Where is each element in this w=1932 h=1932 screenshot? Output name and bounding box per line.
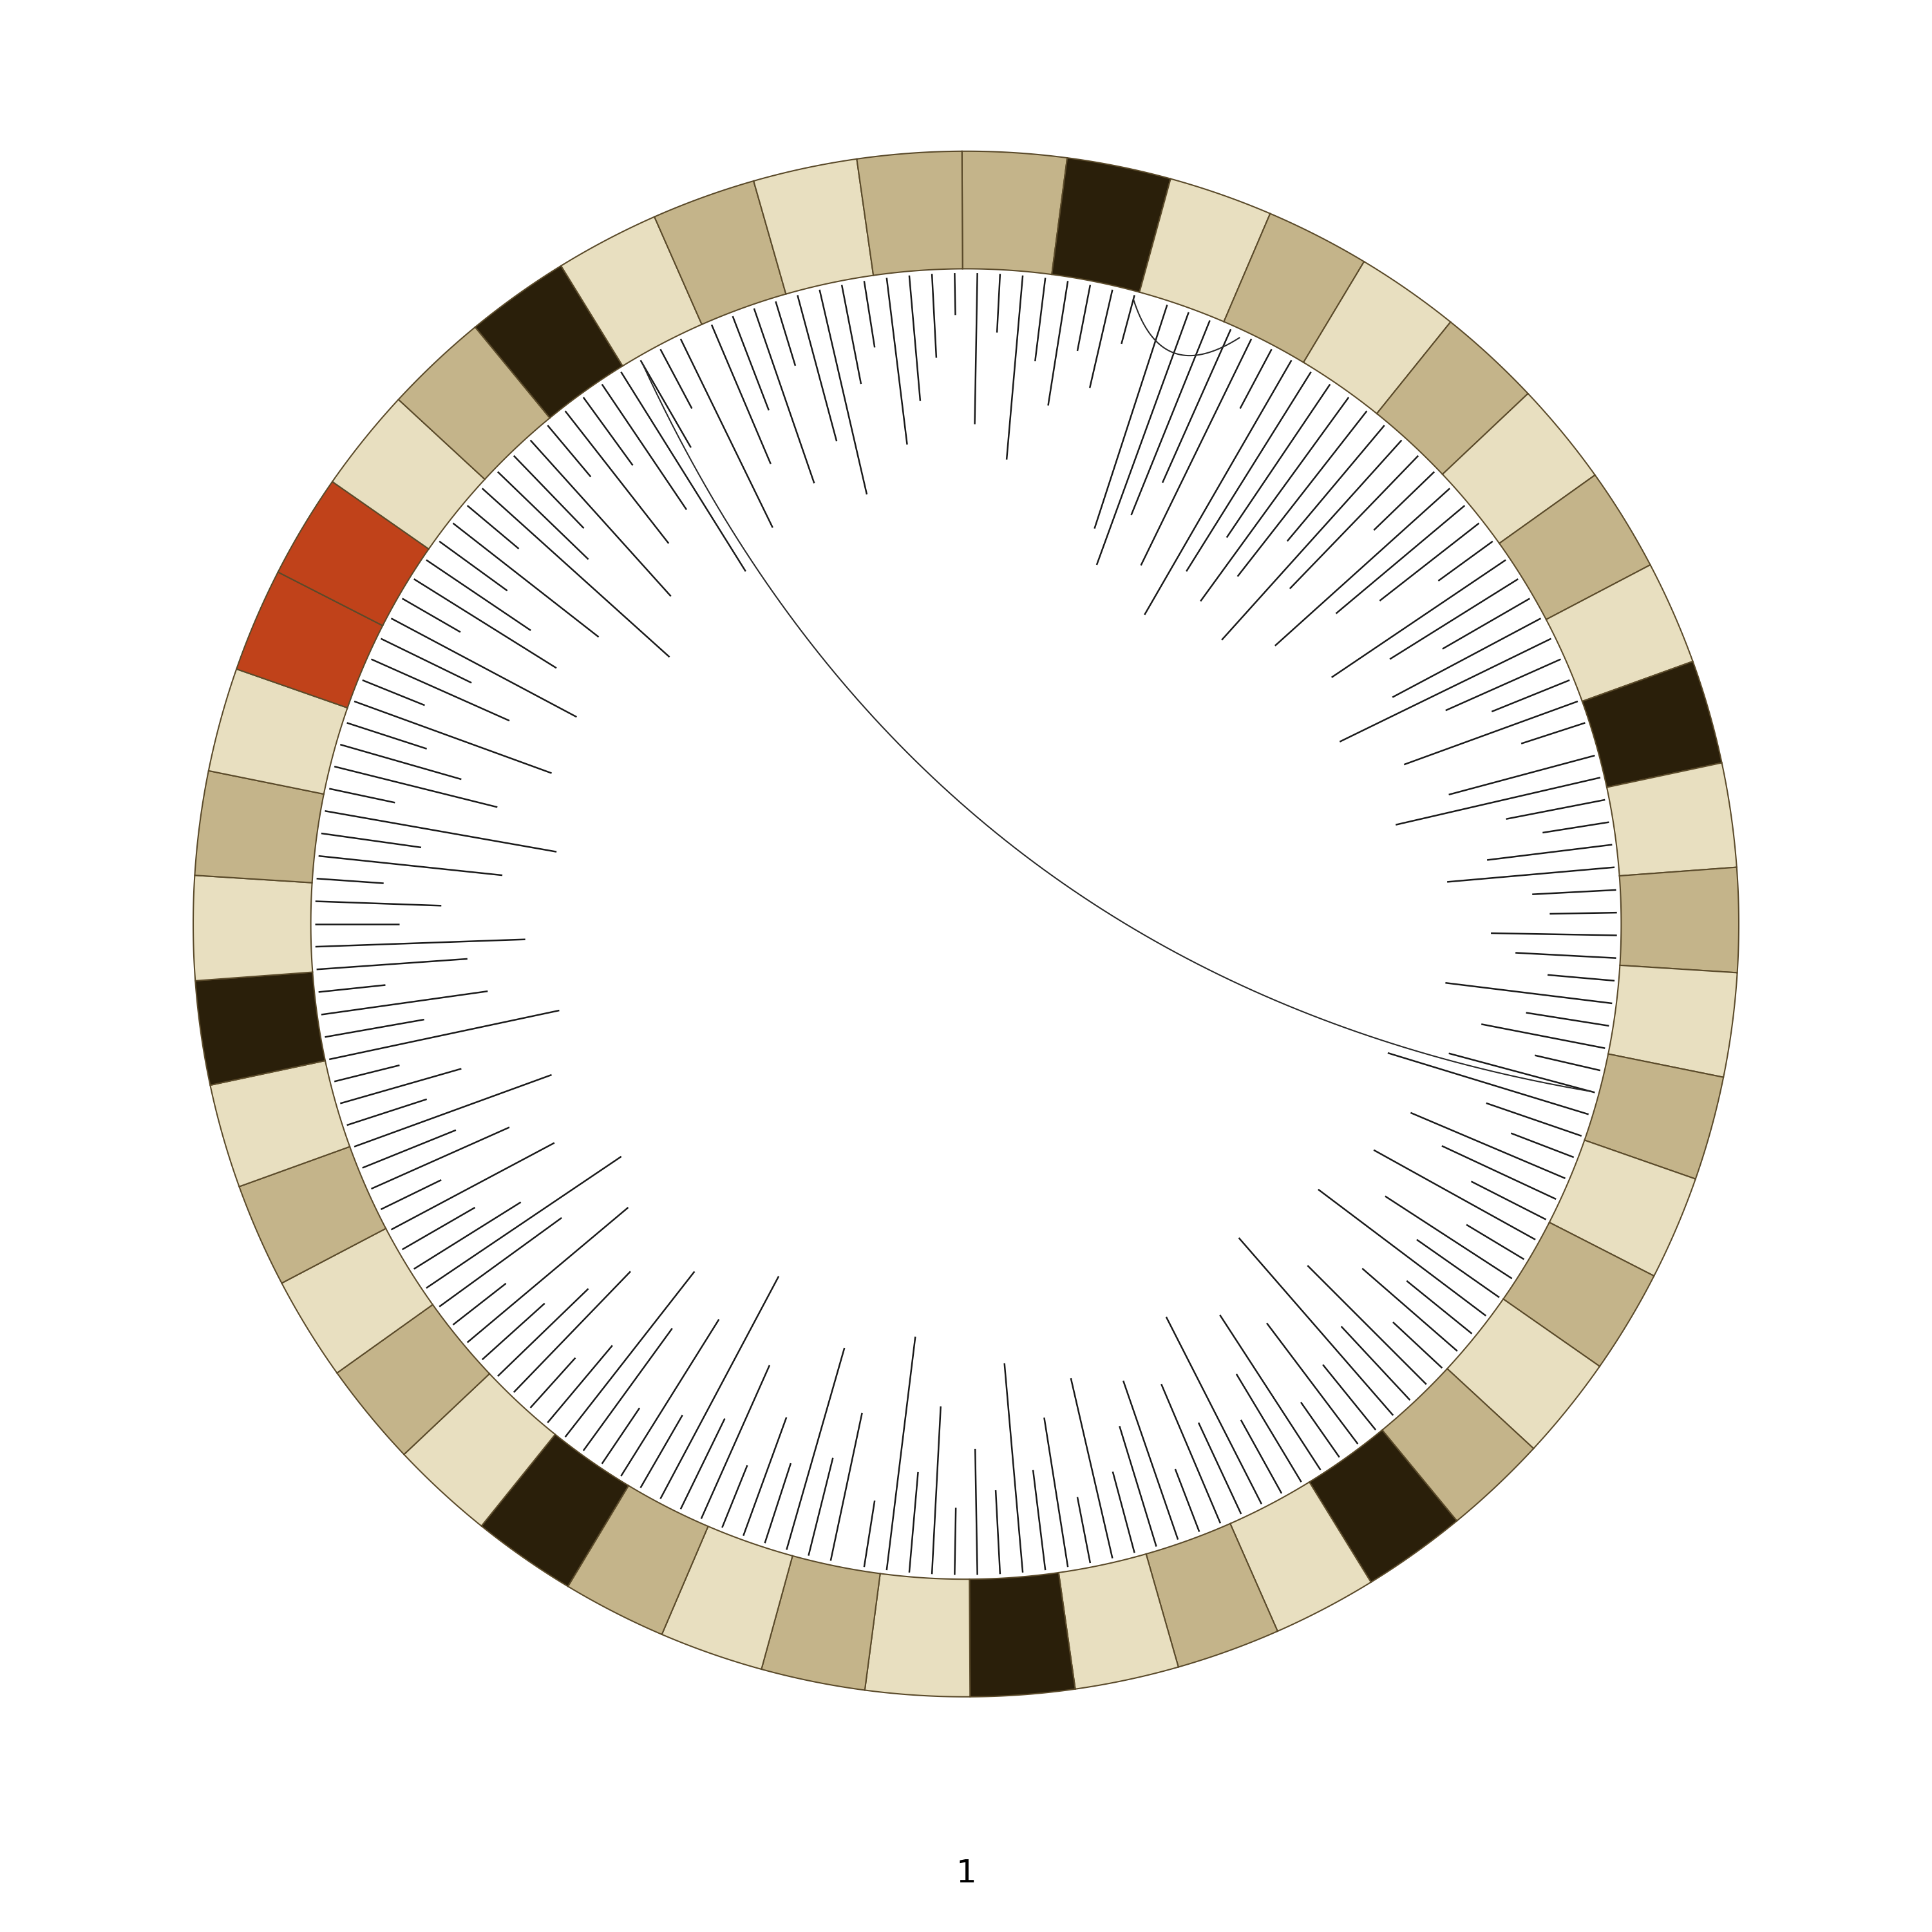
Polygon shape — [1582, 661, 1721, 788]
Polygon shape — [236, 572, 383, 707]
Polygon shape — [195, 972, 325, 1086]
Polygon shape — [1051, 158, 1171, 292]
Polygon shape — [866, 1573, 970, 1696]
Polygon shape — [970, 1573, 1076, 1696]
Polygon shape — [1231, 1482, 1372, 1631]
Polygon shape — [1607, 966, 1737, 1078]
Polygon shape — [568, 1486, 709, 1634]
Text: 1: 1 — [956, 1859, 976, 1889]
Polygon shape — [404, 1374, 554, 1526]
Polygon shape — [278, 481, 429, 626]
Polygon shape — [1546, 564, 1692, 701]
Polygon shape — [1584, 1055, 1723, 1179]
Polygon shape — [1310, 1430, 1457, 1582]
Polygon shape — [1499, 475, 1650, 620]
Polygon shape — [856, 151, 962, 276]
Polygon shape — [663, 1526, 792, 1669]
Polygon shape — [1549, 1140, 1696, 1275]
Polygon shape — [1443, 394, 1596, 543]
Polygon shape — [475, 267, 622, 417]
Polygon shape — [1503, 1223, 1654, 1366]
Polygon shape — [761, 1555, 881, 1690]
Polygon shape — [1146, 1524, 1277, 1667]
Polygon shape — [332, 400, 485, 549]
Polygon shape — [1607, 763, 1737, 875]
Polygon shape — [1447, 1298, 1600, 1449]
Polygon shape — [282, 1229, 433, 1374]
Polygon shape — [211, 1061, 350, 1186]
Polygon shape — [193, 875, 313, 981]
Polygon shape — [1619, 867, 1739, 972]
Polygon shape — [655, 182, 786, 325]
Polygon shape — [1140, 180, 1269, 323]
Polygon shape — [1059, 1553, 1179, 1689]
Polygon shape — [481, 1434, 628, 1586]
Polygon shape — [195, 771, 325, 883]
Polygon shape — [1223, 214, 1364, 363]
Polygon shape — [398, 327, 551, 479]
Polygon shape — [753, 158, 873, 294]
Polygon shape — [209, 668, 348, 794]
Polygon shape — [336, 1304, 489, 1455]
Polygon shape — [560, 216, 701, 365]
Polygon shape — [1378, 323, 1528, 473]
Polygon shape — [962, 151, 1066, 274]
Polygon shape — [1381, 1368, 1534, 1520]
Polygon shape — [240, 1148, 386, 1283]
Polygon shape — [1304, 261, 1451, 413]
